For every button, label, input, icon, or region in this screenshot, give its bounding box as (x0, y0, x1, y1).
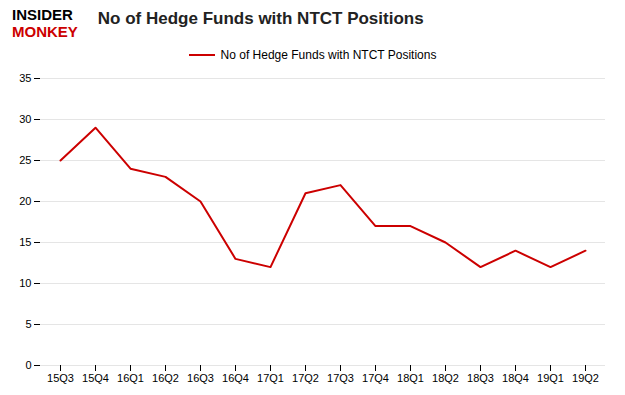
svg-text:19Q1: 19Q1 (537, 372, 564, 384)
svg-text:17Q1: 17Q1 (257, 372, 284, 384)
svg-text:20: 20 (19, 195, 31, 207)
svg-text:15Q4: 15Q4 (82, 372, 109, 384)
svg-text:16Q4: 16Q4 (222, 372, 249, 384)
svg-text:18Q3: 18Q3 (467, 372, 494, 384)
html-text:INSIDER: INSIDER (12, 6, 73, 23)
svg-text:19Q2: 19Q2 (572, 372, 599, 384)
svg-text:16Q1: 16Q1 (117, 372, 144, 384)
svg-text:30: 30 (19, 113, 31, 125)
svg-text:16Q3: 16Q3 (187, 372, 214, 384)
html-text:No of Hedge Funds with NTCT Po: No of Hedge Funds with NTCT Positions (220, 48, 437, 62)
svg-text:15: 15 (19, 236, 31, 248)
svg-text:17Q3: 17Q3 (327, 372, 354, 384)
svg-text:35: 35 (19, 72, 31, 84)
svg-text:0: 0 (25, 359, 31, 371)
svg-text:18Q4: 18Q4 (502, 372, 529, 384)
svg-text:18Q2: 18Q2 (432, 372, 459, 384)
svg-text:17Q4: 17Q4 (362, 372, 389, 384)
svg-text:17Q2: 17Q2 (292, 372, 319, 384)
html-text:No of Hedge Funds with NTCT Po: No of Hedge Funds with NTCT Positions (97, 9, 424, 28)
svg-text:18Q1: 18Q1 (397, 372, 424, 384)
svg-text:25: 25 (19, 154, 31, 166)
svg-text:5: 5 (25, 318, 31, 330)
svg-text:15Q3: 15Q3 (47, 372, 74, 384)
html-text:MONKEY: MONKEY (12, 23, 78, 40)
svg-text:10: 10 (19, 277, 31, 289)
svg-text:16Q2: 16Q2 (152, 372, 179, 384)
